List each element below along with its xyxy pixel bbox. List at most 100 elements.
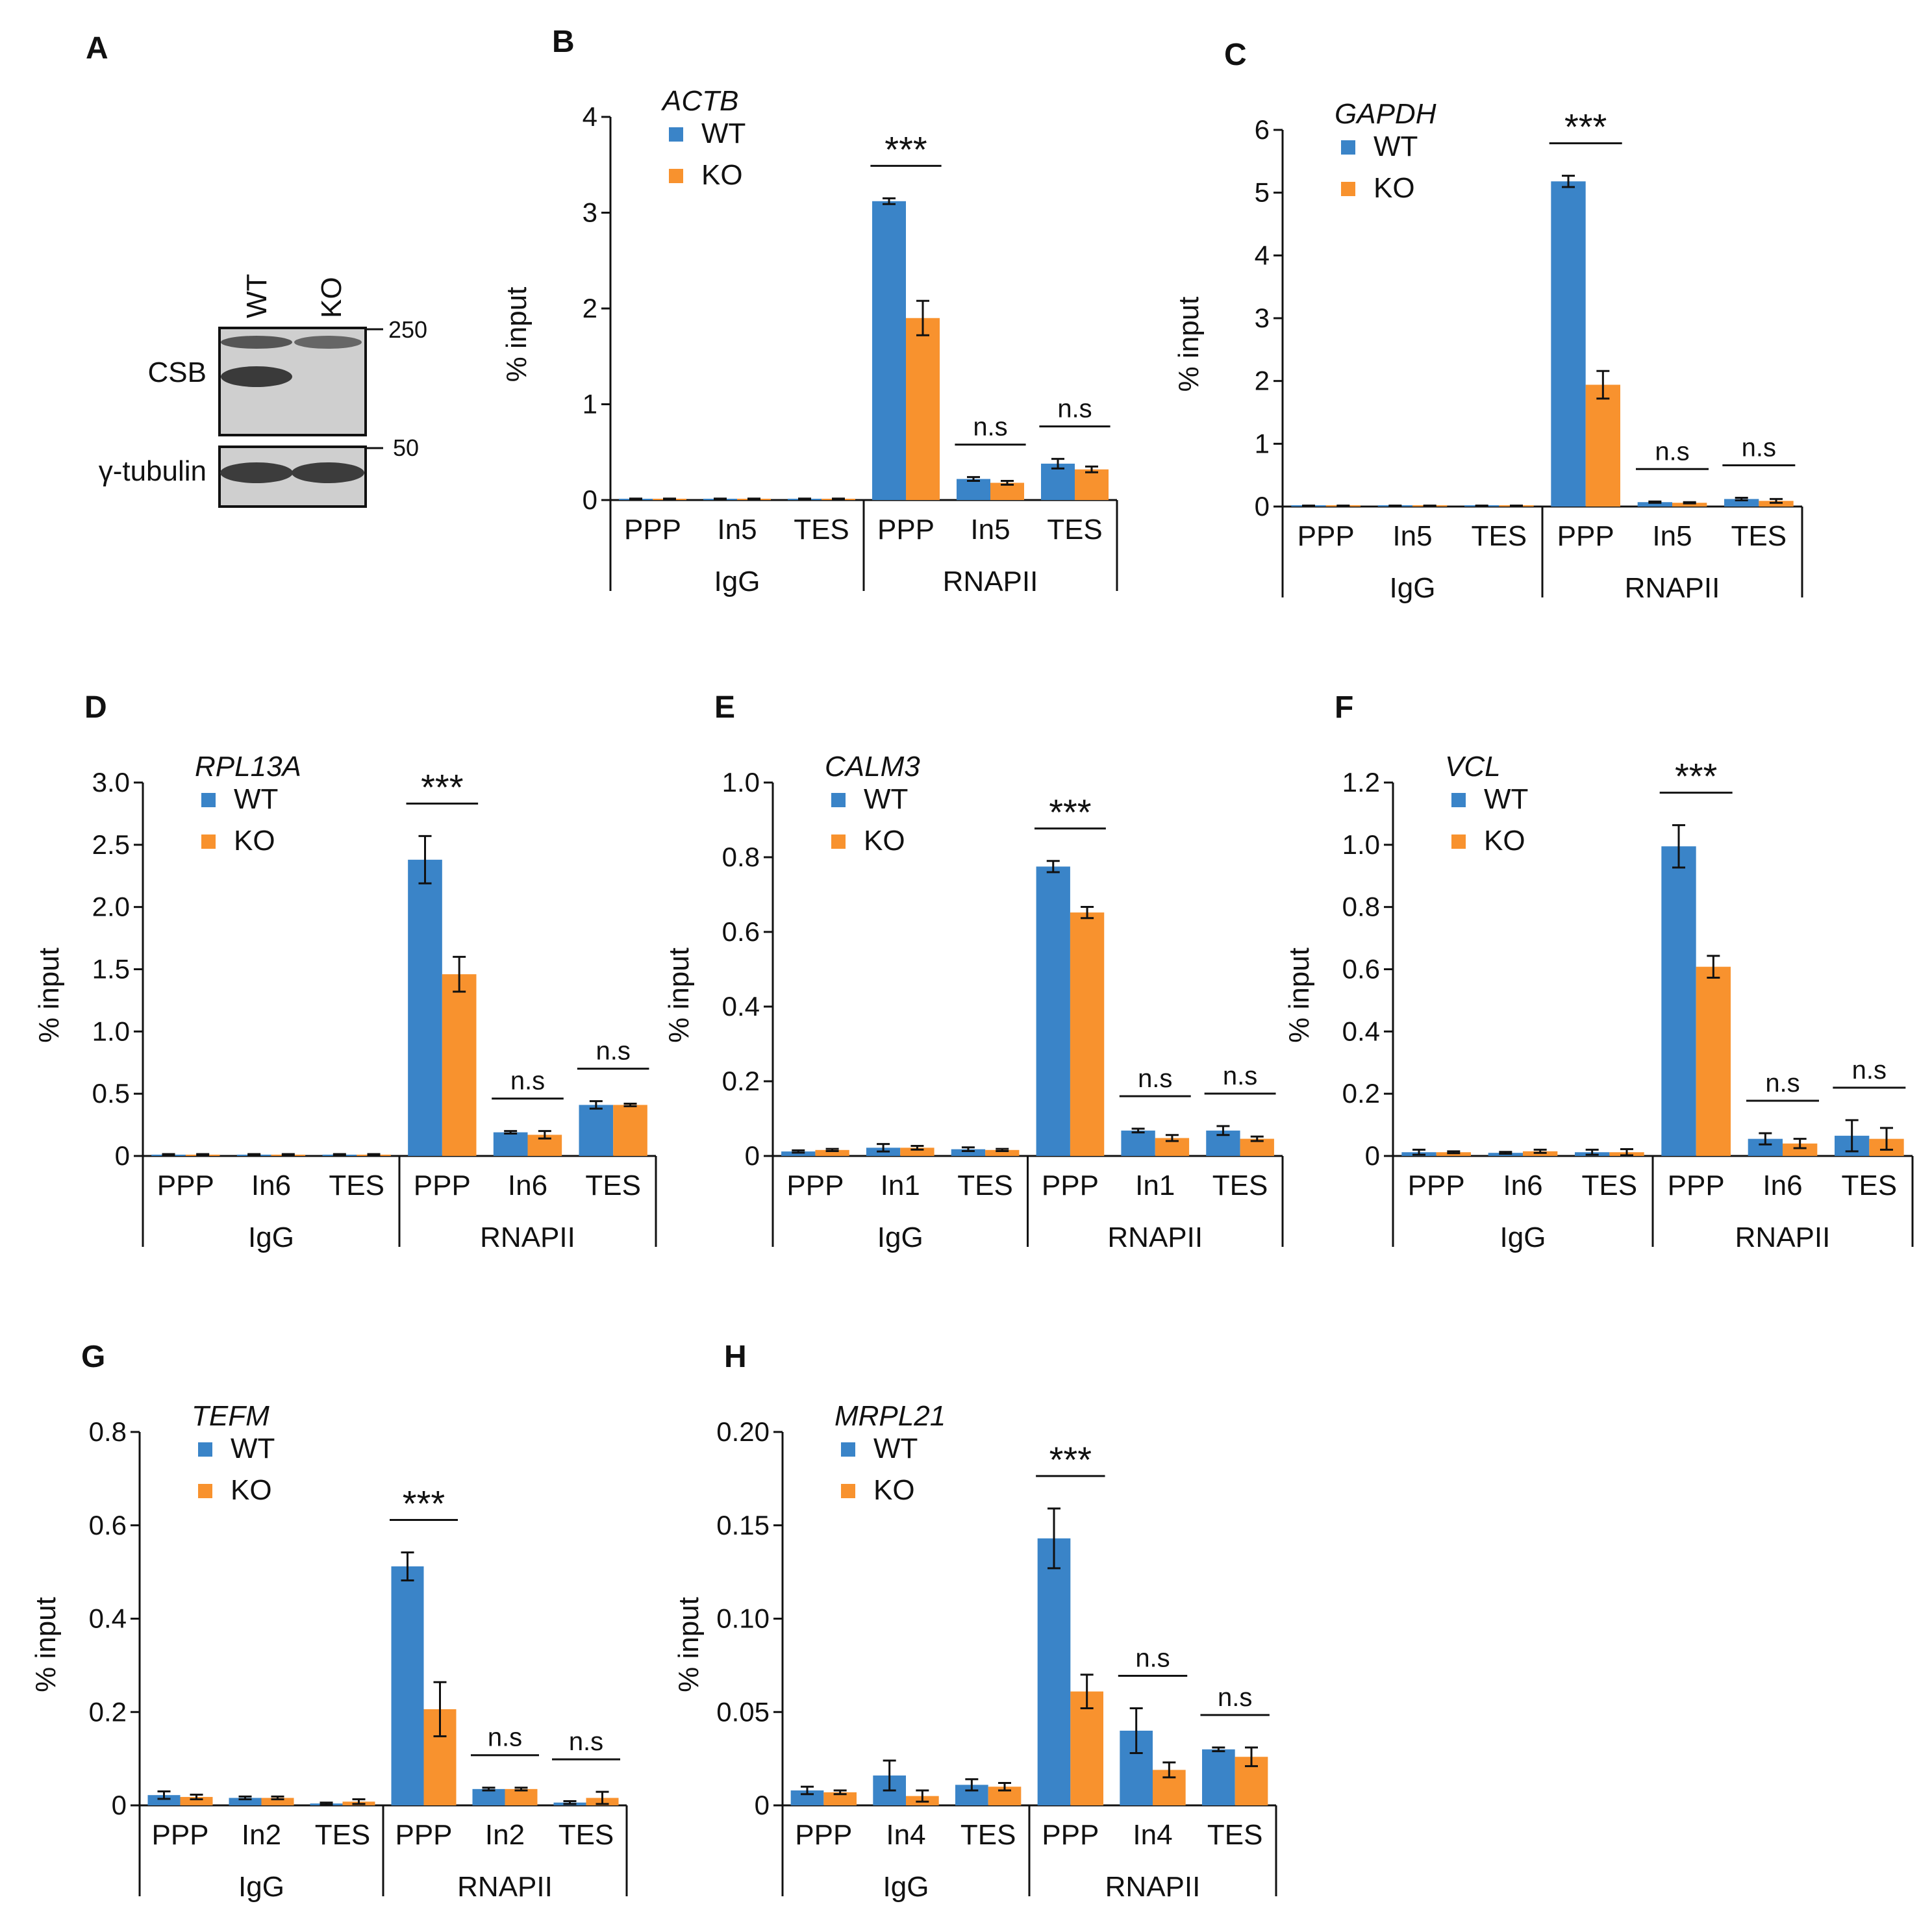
bar-wt <box>1661 846 1696 1156</box>
x-group-label-igg: IgG <box>877 1222 923 1253</box>
bar-wt <box>391 1566 424 1805</box>
y-tick-label: 0 <box>755 1790 770 1820</box>
bar-wt <box>1724 499 1759 507</box>
x-group-label-rnapii: RNAPII <box>457 1871 553 1903</box>
x-category-label: TES <box>1047 514 1103 546</box>
x-category-label: TES <box>1582 1170 1638 1201</box>
y-tick-label: 0.8 <box>722 842 760 872</box>
x-category-label: TES <box>1842 1170 1898 1201</box>
legend-label-ko: KO <box>1374 172 1415 204</box>
significance-stars: *** <box>884 129 927 169</box>
x-category-label: In5 <box>1652 520 1692 552</box>
significance-ns: n.s <box>1057 395 1092 423</box>
y-tick-label: 5 <box>1255 177 1270 208</box>
x-category-label: In5 <box>717 514 757 546</box>
y-axis-label-b: % input <box>501 287 533 383</box>
significance-ns: n.s <box>1852 1056 1887 1085</box>
bar-ko <box>1783 1143 1818 1156</box>
gene-title-c: GAPDH <box>1335 98 1436 130</box>
y-tick-label: 2 <box>583 293 597 323</box>
bar-ko <box>505 1788 538 1805</box>
x-group-label-rnapii: RNAPII <box>1735 1222 1831 1253</box>
significance-ns: n.s <box>1223 1062 1257 1090</box>
bar-wt <box>472 1788 505 1805</box>
x-category-label: PPP <box>414 1170 471 1201</box>
gene-title-e: CALM3 <box>825 751 920 783</box>
significance-stars: *** <box>1675 756 1717 797</box>
gene-title-b: ACTB <box>660 85 738 117</box>
y-tick-label: 2.0 <box>92 892 130 922</box>
bar-ko <box>613 1105 647 1156</box>
x-group-label-rnapii: RNAPII <box>1105 1871 1201 1903</box>
y-tick-label: 0.2 <box>722 1066 760 1096</box>
bar-wt <box>1551 181 1586 507</box>
blot-lane-ko: KO <box>316 277 347 318</box>
blot-tubulin-band-ko <box>292 462 364 483</box>
bar-wt <box>790 1790 824 1805</box>
y-tick-label: 0.4 <box>722 991 760 1022</box>
chart-panels: B ACTB 0 1 2 3 4 % input PPP In5 TES PPP In5 TES IgG RN… <box>30 25 1914 1903</box>
bar-wt <box>147 1795 181 1805</box>
bar-wt <box>781 1151 816 1156</box>
bar-wt <box>957 479 990 500</box>
gene-title-h: MRPL21 <box>834 1400 946 1432</box>
gene-title-d: RPL13A <box>195 751 301 783</box>
y-tick-label: 0.4 <box>89 1603 127 1634</box>
chart-panel-h: H MRPL21 0 0.05 0.10 0.15 0.20 % input PPP In4 TES… <box>673 1340 1277 1903</box>
x-category-label: PPP <box>1042 1170 1099 1201</box>
legend-label-wt: WT <box>234 783 278 815</box>
y-tick-label: 0.05 <box>716 1696 770 1727</box>
legend-label-ko: KO <box>864 825 905 857</box>
x-category-label: TES <box>1207 1819 1263 1851</box>
legend-swatch-wt <box>1341 140 1355 155</box>
significance-ns: n.s <box>973 413 1007 442</box>
bar-ko <box>261 1798 294 1805</box>
x-category-label: In2 <box>485 1819 525 1851</box>
gene-title-g: TEFM <box>192 1400 270 1432</box>
legend-label-ko: KO <box>234 825 275 857</box>
y-axis-label-f: % input <box>1283 947 1315 1043</box>
bar-wt <box>1637 502 1672 507</box>
legend-swatch-wt <box>1451 793 1466 807</box>
x-group-label-igg: IgG <box>714 566 760 597</box>
x-category-label: PPP <box>1298 520 1355 552</box>
x-category-label: In6 <box>1503 1170 1542 1201</box>
y-tick-label: 1 <box>583 389 597 420</box>
x-category-label: TES <box>1472 520 1527 552</box>
y-tick-label: 0 <box>1365 1140 1380 1171</box>
y-tick-label: 0.4 <box>1342 1016 1380 1046</box>
y-tick-label: 0.2 <box>89 1696 127 1727</box>
x-category-label: PPP <box>624 514 681 546</box>
x-category-label: In4 <box>1133 1819 1172 1851</box>
significance-ns: n.s <box>1742 433 1776 462</box>
bar-wt <box>1036 866 1070 1156</box>
x-category-label: TES <box>558 1819 614 1851</box>
bar-ko <box>1696 966 1731 1156</box>
y-tick-label: 3 <box>1255 303 1270 333</box>
legend-label-wt: WT <box>864 783 908 815</box>
panel-label-f: F <box>1335 690 1353 725</box>
legend-label-wt: WT <box>701 118 746 149</box>
x-group-label-rnapii: RNAPII <box>1107 1222 1203 1253</box>
bar-ko <box>815 1149 849 1156</box>
x-group-label-rnapii: RNAPII <box>480 1222 575 1253</box>
x-category-label: PPP <box>877 514 935 546</box>
y-tick-label: 0 <box>583 484 597 515</box>
blot-lane-wt: WT <box>241 274 273 318</box>
panel-label-c: C <box>1224 38 1247 72</box>
legend-swatch-ko <box>1451 834 1466 849</box>
y-tick-label: 6 <box>1255 114 1270 145</box>
x-category-label: TES <box>960 1819 1016 1851</box>
x-group-label-igg: IgG <box>1390 572 1436 604</box>
significance-ns: n.s <box>488 1724 522 1752</box>
bar-wt <box>872 201 906 500</box>
x-category-label: PPP <box>157 1170 214 1201</box>
significance-stars: *** <box>1049 1439 1092 1480</box>
legend-swatch-wt <box>841 1442 855 1457</box>
blot-marker-50: 50 <box>393 434 419 461</box>
y-tick-label: 0 <box>112 1790 127 1820</box>
bar-ko <box>1070 1691 1103 1805</box>
y-tick-label: 0.15 <box>716 1510 770 1540</box>
bar-wt <box>1041 463 1075 500</box>
blot-csb-band-wt-main <box>221 366 292 387</box>
